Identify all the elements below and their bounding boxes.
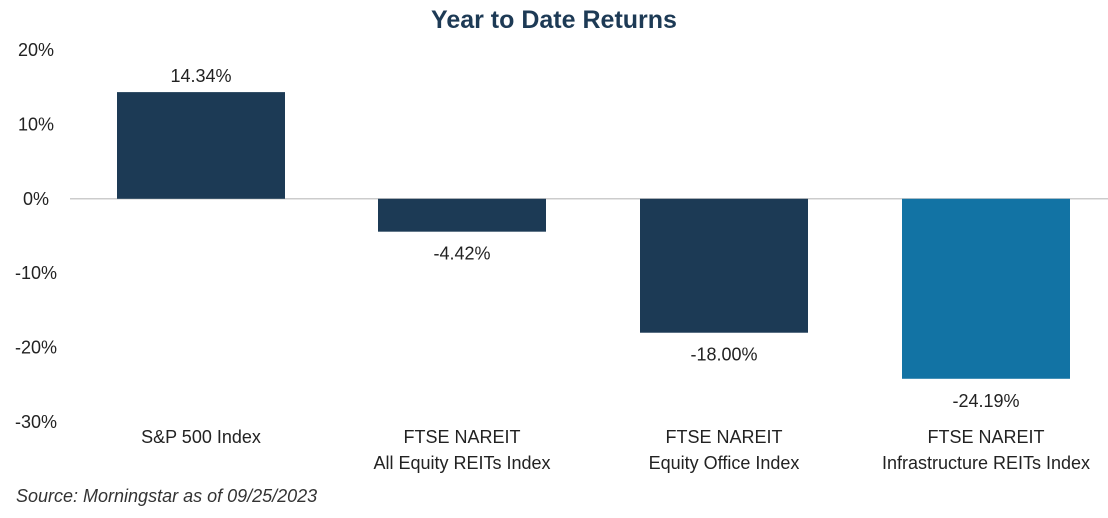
data-label: -24.19%	[952, 391, 1019, 411]
data-label: -4.42%	[433, 244, 490, 264]
y-tick-label: -20%	[15, 338, 57, 358]
category-label: Equity Office Index	[649, 453, 800, 473]
y-tick-label: 20%	[18, 40, 54, 60]
category-label: Infrastructure REITs Index	[882, 453, 1090, 473]
bar	[640, 198, 808, 333]
y-tick-label: -30%	[15, 412, 57, 432]
category-label: FTSE NAREIT	[927, 427, 1044, 447]
source-note: Source: Morningstar as of 09/25/2023	[16, 486, 318, 506]
bar	[117, 92, 285, 199]
y-tick-label: -10%	[15, 263, 57, 283]
category-label: FTSE NAREIT	[665, 427, 782, 447]
chart-title: Year to Date Returns	[431, 6, 677, 34]
category-label: S&P 500 Index	[141, 427, 261, 447]
y-tick-label: 10%	[18, 114, 54, 134]
y-tick-label: 0%	[23, 189, 49, 209]
category-label: All Equity REITs Index	[373, 453, 550, 473]
category-label: FTSE NAREIT	[403, 427, 520, 447]
bar	[902, 198, 1070, 379]
data-label: 14.34%	[170, 66, 231, 86]
data-label: -18.00%	[690, 345, 757, 365]
bar	[378, 198, 546, 232]
